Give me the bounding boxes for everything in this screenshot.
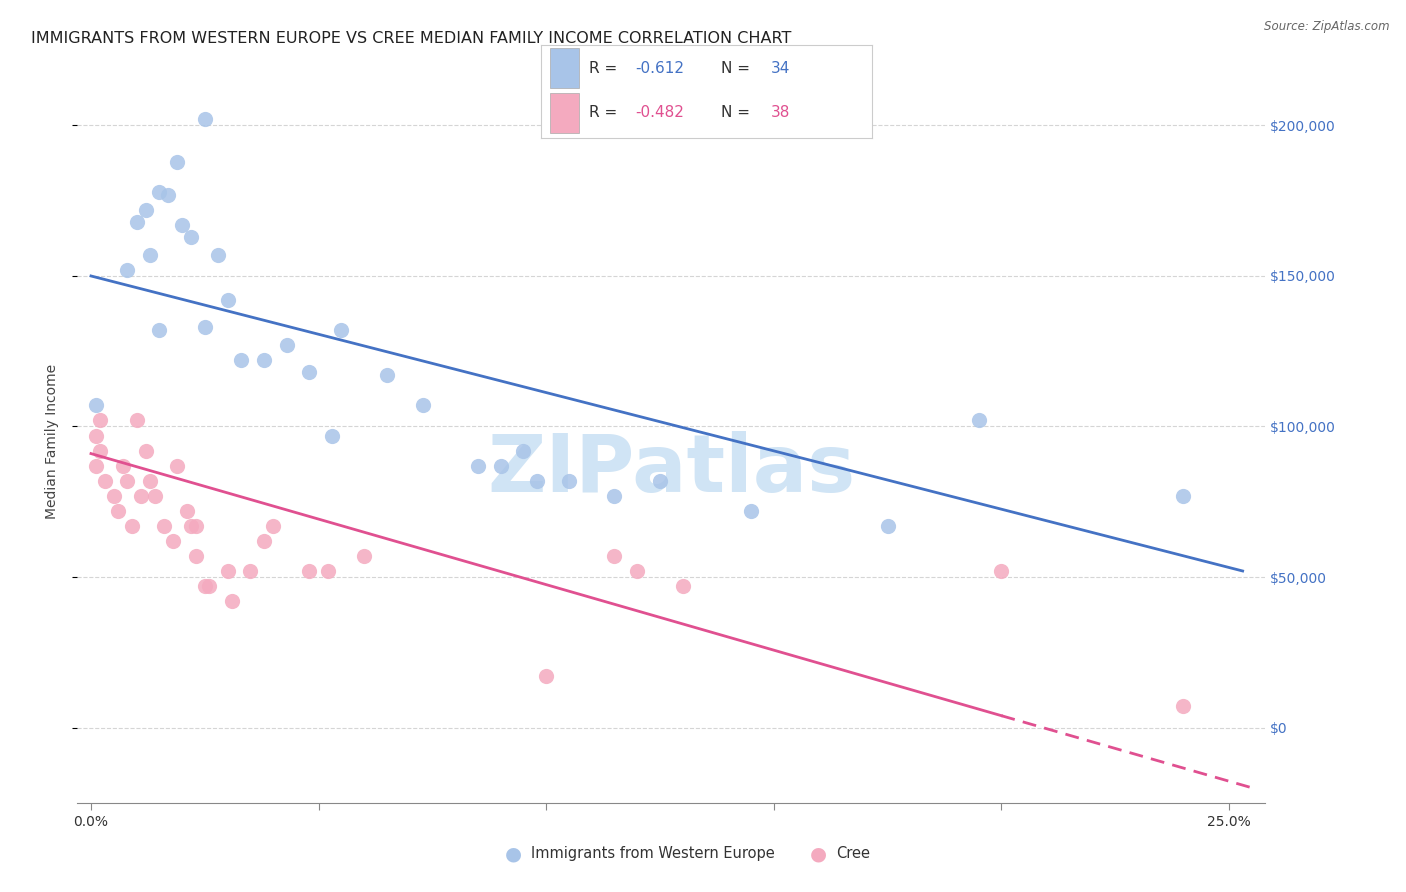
Point: [1173, 489, 1195, 503]
Point: [129, 489, 152, 503]
Point: [180, 519, 202, 533]
Point: [148, 185, 170, 199]
Point: [321, 428, 343, 442]
Point: [135, 202, 157, 217]
Point: [489, 458, 512, 473]
Point: [603, 489, 626, 503]
Point: [157, 187, 180, 202]
Point: [298, 365, 321, 379]
Point: [375, 368, 398, 383]
Text: Cree: Cree: [837, 847, 870, 861]
Point: [648, 474, 671, 488]
Point: [194, 112, 217, 127]
Point: [262, 519, 284, 533]
Text: IMMIGRANTS FROM WESTERN EUROPE VS CREE MEDIAN FAMILY INCOME CORRELATION CHART: IMMIGRANTS FROM WESTERN EUROPE VS CREE M…: [31, 31, 792, 46]
Point: [526, 474, 548, 488]
Point: [217, 293, 239, 307]
Point: [162, 533, 184, 548]
Point: [121, 519, 143, 533]
Point: [253, 353, 276, 368]
Point: [117, 263, 139, 277]
Point: [89, 443, 111, 458]
Point: [135, 443, 157, 458]
Point: [176, 504, 198, 518]
Point: [194, 320, 217, 334]
Text: Immigrants from Western Europe: Immigrants from Western Europe: [531, 847, 775, 861]
Point: [558, 474, 581, 488]
Text: R =: R =: [589, 105, 623, 120]
Point: [534, 669, 557, 683]
Point: [180, 230, 202, 244]
Point: [276, 338, 298, 352]
Point: [239, 564, 262, 578]
Point: [89, 413, 111, 427]
Point: [143, 489, 166, 503]
Point: [330, 323, 353, 337]
Point: [117, 474, 139, 488]
Point: [298, 564, 321, 578]
Point: [967, 413, 990, 427]
Point: [84, 398, 107, 412]
Point: [184, 519, 207, 533]
Point: [221, 594, 243, 608]
Point: [217, 564, 239, 578]
Point: [139, 474, 162, 488]
Point: [876, 519, 898, 533]
Point: [103, 489, 125, 503]
Bar: [550, 48, 579, 87]
Point: [153, 519, 176, 533]
Bar: [550, 94, 579, 133]
Point: [626, 564, 648, 578]
Point: [107, 504, 129, 518]
Point: [170, 218, 193, 232]
Point: [512, 443, 534, 458]
Text: 34: 34: [770, 61, 790, 76]
Point: [672, 579, 695, 593]
Point: [93, 474, 115, 488]
Text: N =: N =: [721, 105, 755, 120]
Point: [84, 458, 107, 473]
Text: N =: N =: [721, 61, 755, 76]
Text: -0.612: -0.612: [636, 61, 685, 76]
Text: Source: ZipAtlas.com: Source: ZipAtlas.com: [1264, 20, 1389, 33]
Text: 38: 38: [770, 105, 790, 120]
Text: R =: R =: [589, 61, 623, 76]
Point: [603, 549, 626, 563]
Point: [1173, 699, 1195, 714]
Y-axis label: Median Family Income: Median Family Income: [45, 364, 59, 519]
Point: [353, 549, 375, 563]
Text: ●: ●: [810, 844, 827, 863]
Point: [148, 323, 170, 337]
Point: [231, 353, 253, 368]
Point: [166, 154, 188, 169]
Point: [198, 579, 221, 593]
Point: [207, 248, 229, 262]
Point: [111, 458, 134, 473]
Point: [990, 564, 1012, 578]
Text: -0.482: -0.482: [636, 105, 685, 120]
Point: [139, 248, 162, 262]
Point: [166, 458, 188, 473]
Point: [184, 549, 207, 563]
Point: [253, 533, 276, 548]
Text: ZIPatlas: ZIPatlas: [488, 432, 855, 509]
Point: [412, 398, 434, 412]
Point: [84, 428, 107, 442]
Point: [194, 579, 217, 593]
Point: [125, 413, 148, 427]
Text: ●: ●: [505, 844, 522, 863]
Point: [125, 215, 148, 229]
Point: [740, 504, 762, 518]
Point: [467, 458, 489, 473]
Point: [316, 564, 339, 578]
